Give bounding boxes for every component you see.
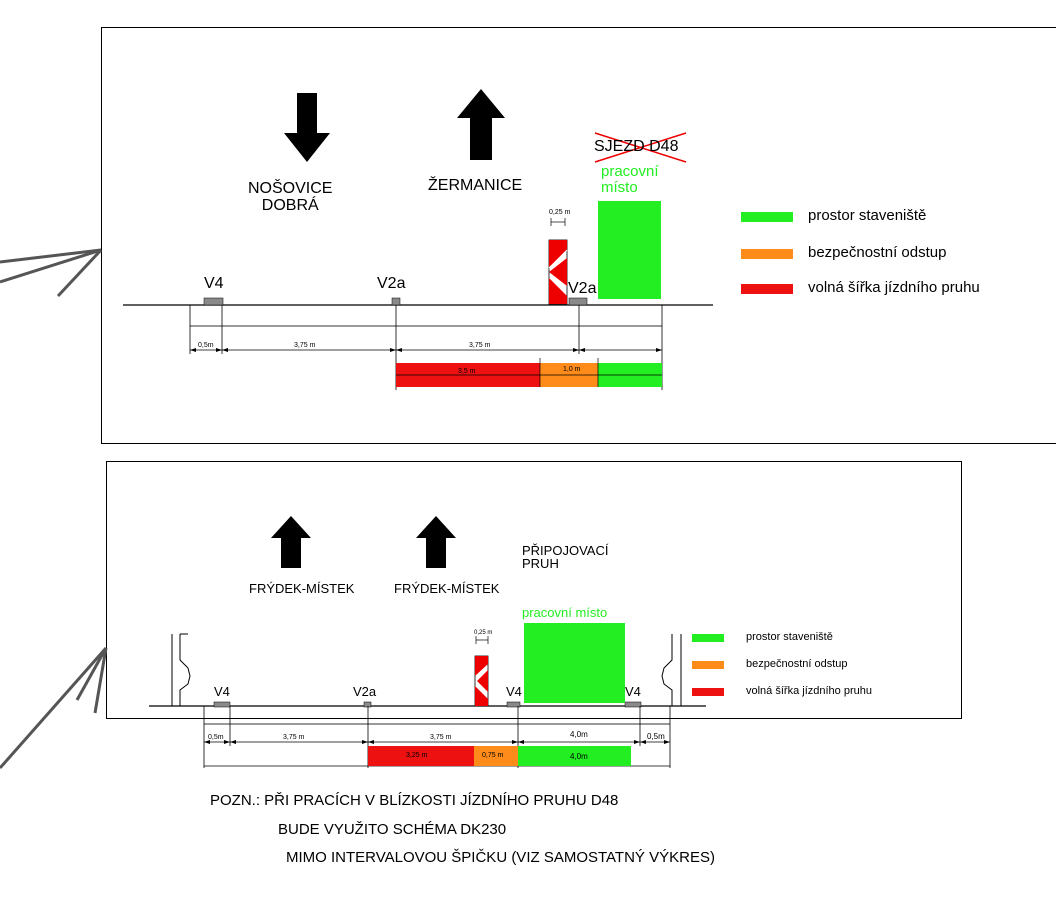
legend-swatch-free-lane [741, 284, 793, 294]
dim-label: 3,75 m [294, 342, 315, 349]
exit-label-crossed: SJEZD D48 [594, 139, 678, 155]
mark-label-v2a: V2a [377, 276, 405, 292]
mark-v2a [392, 298, 400, 305]
mark-label-v4: V4 [506, 685, 522, 698]
dim-label: 0,5m [198, 342, 214, 349]
legend-label: bezpečnostní odstup [746, 659, 848, 670]
barrier-left [172, 634, 190, 706]
dim-label: 3,75 m [469, 342, 490, 349]
mark-label-v2a-2: V2a [568, 281, 596, 297]
note-line-3: MIMO INTERVALOVOU ŠPIČKU (VIZ SAMOSTATNÝ… [286, 850, 715, 865]
arrow-down-icon [284, 93, 330, 162]
direction-label-down: NOŠOVICE DOBRÁ [248, 180, 332, 214]
mark-label-v4: V4 [204, 276, 224, 292]
direction-beacon-bottom [475, 656, 488, 706]
work-area-box-bottom [524, 623, 625, 703]
direction-label-2: FRÝDEK-MÍSTEK [394, 582, 499, 595]
work-area-box-top [598, 201, 661, 299]
dim-label: 0,5m [208, 734, 224, 741]
arrow-up-icon [457, 89, 505, 160]
dim-label: 3,75 m [283, 734, 304, 741]
legend-swatch-work [692, 634, 724, 642]
dim-label: 0,5m [647, 733, 665, 741]
bar-dim-label: 4,0m [570, 753, 588, 761]
legend-swatch-safety [692, 661, 724, 669]
legend-swatch-safety [741, 249, 793, 259]
barrier-right [662, 634, 681, 706]
mark-v2a-2 [569, 298, 587, 305]
legend-label: volná šířka jízdního pruhu [808, 280, 980, 295]
pointer-arrow-bottom [0, 648, 106, 768]
mark-label-v4: V4 [214, 685, 230, 698]
beacon-width-label-bottom: 0,25 m [474, 630, 492, 636]
beacon-width-label: 0,25 m [549, 209, 570, 216]
direction-beacon-top [549, 240, 567, 304]
work-place-label-bottom: pracovní místo [522, 606, 607, 619]
note-line-1: POZN.: PŘI PRACÍCH V BLÍZKOSTI JÍZDNÍHO … [210, 793, 618, 808]
arrow-up-icon-2 [416, 516, 456, 568]
dim-label: 4,0m [570, 731, 588, 739]
bar-dim-label: 3,25 m [406, 752, 427, 759]
mark-label-v2a: V2a [353, 685, 376, 698]
arrow-up-icon-1 [271, 516, 311, 568]
mark-v4 [204, 298, 223, 305]
mark-label-v4: V4 [625, 685, 641, 698]
legend-label: volná šířka jízdního pruhu [746, 686, 872, 697]
mark-v4-b3 [625, 702, 641, 707]
legend-label: prostor staveniště [746, 632, 833, 643]
legend-swatch-free-lane [692, 688, 724, 696]
dim-label: 3,75 m [430, 734, 451, 741]
bar-dim-label: 3,5 m [458, 368, 476, 375]
work-place-label: pracovní místo [601, 164, 659, 196]
legend-label: prostor staveniště [808, 208, 926, 223]
direction-label-up: ŽERMANICE [428, 178, 522, 194]
mark-v2a-b [364, 702, 371, 707]
bar-dim-label: 1,0 m [563, 366, 581, 373]
merge-lane-label: PŘIPOJOVACÍ PRUH [522, 544, 608, 570]
pointer-arrow-top [0, 250, 101, 296]
legend-label: bezpečnostní odstup [808, 245, 946, 260]
note-line-2: BUDE VYUŽITO SCHÉMA DK230 [278, 822, 506, 837]
bar-dim-label: 0,75 m [482, 752, 503, 759]
direction-label-1: FRÝDEK-MÍSTEK [249, 582, 354, 595]
legend-swatch-work [741, 212, 793, 222]
mark-v4-b1 [214, 702, 230, 707]
